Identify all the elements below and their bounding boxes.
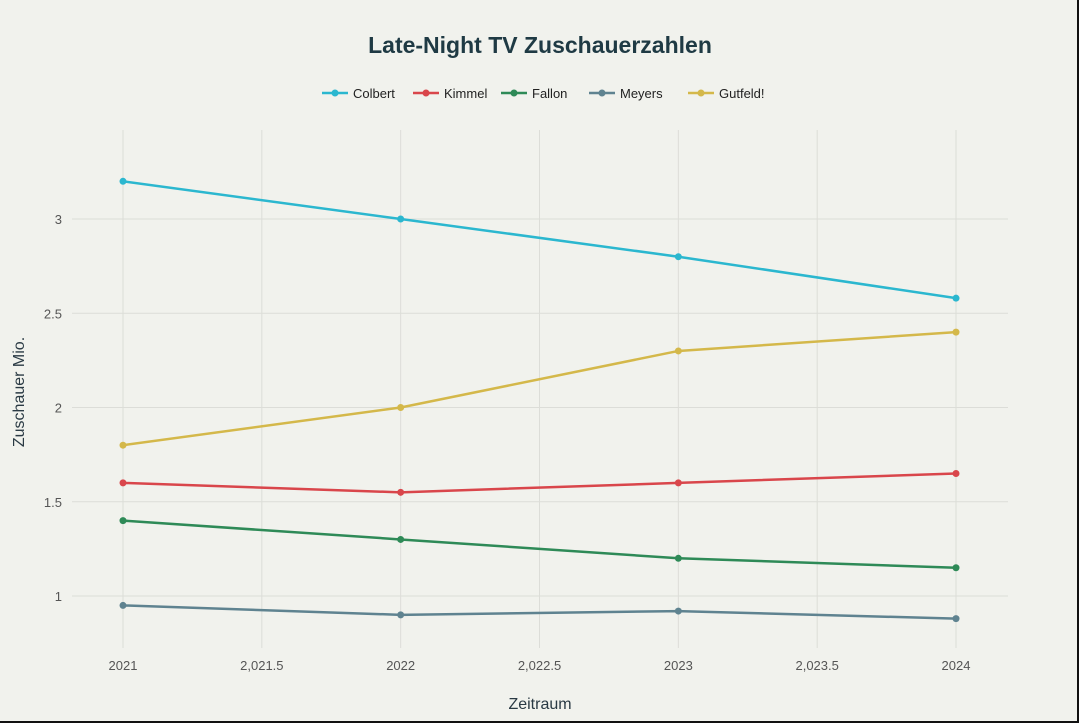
point-colbert [674, 253, 682, 261]
x-tick-label: 2,021.5 [240, 658, 283, 673]
legend-marker [510, 89, 518, 97]
grid [72, 130, 1008, 648]
legend-item-fallon: Fallon [501, 86, 567, 101]
series-gutfeld [119, 328, 960, 449]
point-fallon [119, 517, 127, 525]
legend-label: Gutfeld! [719, 86, 765, 101]
line-fallon [122, 519, 957, 569]
legend: Colbert Kimmel Fallon Meyers Gutfeld! [322, 86, 765, 101]
y-tick-label: 2.5 [44, 306, 62, 321]
point-meyers [397, 611, 405, 619]
chart-title: Late-Night TV Zuschauerzahlen [368, 32, 712, 58]
point-meyers [119, 601, 127, 609]
x-tick-label: 2,023.5 [795, 658, 838, 673]
point-fallon [397, 535, 405, 543]
series-kimmel [119, 469, 960, 496]
series-meyers [119, 601, 960, 623]
y-tick-label: 3 [55, 212, 62, 227]
legend-marker [422, 89, 430, 97]
point-fallon [674, 554, 682, 562]
y-tick-label: 2 [55, 401, 62, 416]
point-gutfeld [674, 347, 682, 355]
point-gutfeld [952, 328, 960, 336]
point-meyers [952, 615, 960, 623]
point-kimmel [952, 469, 960, 477]
series-fallon [119, 517, 960, 572]
point-colbert [119, 177, 127, 185]
point-kimmel [674, 479, 682, 487]
y-axis-label: Zuschauer Mio. [11, 337, 28, 447]
point-meyers [674, 607, 682, 615]
x-tick-label: 2021 [109, 658, 138, 673]
legend-item-gutfeld: Gutfeld! [688, 86, 765, 101]
y-tick-label: 1.5 [44, 495, 62, 510]
series-colbert [119, 177, 960, 302]
legend-label: Kimmel [444, 86, 487, 101]
legend-label: Meyers [620, 86, 663, 101]
x-tick-label: 2023 [664, 658, 693, 673]
legend-label: Fallon [532, 86, 567, 101]
line-gutfeld [122, 330, 957, 447]
point-gutfeld [119, 441, 127, 449]
point-gutfeld [397, 404, 405, 411]
point-colbert [952, 294, 960, 302]
tick-labels: 2021 2,021.5 2022 2,022.5 2023 2,023.5 2024 1 1.… [44, 212, 971, 673]
line-kimmel [122, 472, 957, 494]
line-colbert [122, 180, 957, 300]
line-meyers [122, 604, 957, 620]
legend-marker [331, 89, 339, 97]
y-tick-label: 1 [55, 589, 62, 604]
legend-item-colbert: Colbert [322, 86, 395, 101]
series-lines [119, 177, 960, 623]
point-colbert [397, 215, 405, 223]
x-axis-label: Zeitraum [508, 696, 571, 713]
legend-item-meyers: Meyers [589, 86, 663, 101]
x-tick-label: 2024 [942, 658, 971, 673]
x-tick-label: 2022 [386, 658, 415, 673]
legend-marker [598, 89, 606, 97]
x-tick-label: 2,022.5 [518, 658, 561, 673]
legend-item-kimmel: Kimmel [413, 86, 487, 101]
point-fallon [952, 564, 960, 572]
legend-marker [697, 89, 705, 97]
point-kimmel [119, 479, 127, 487]
legend-label: Colbert [353, 86, 395, 101]
point-kimmel [397, 488, 405, 496]
